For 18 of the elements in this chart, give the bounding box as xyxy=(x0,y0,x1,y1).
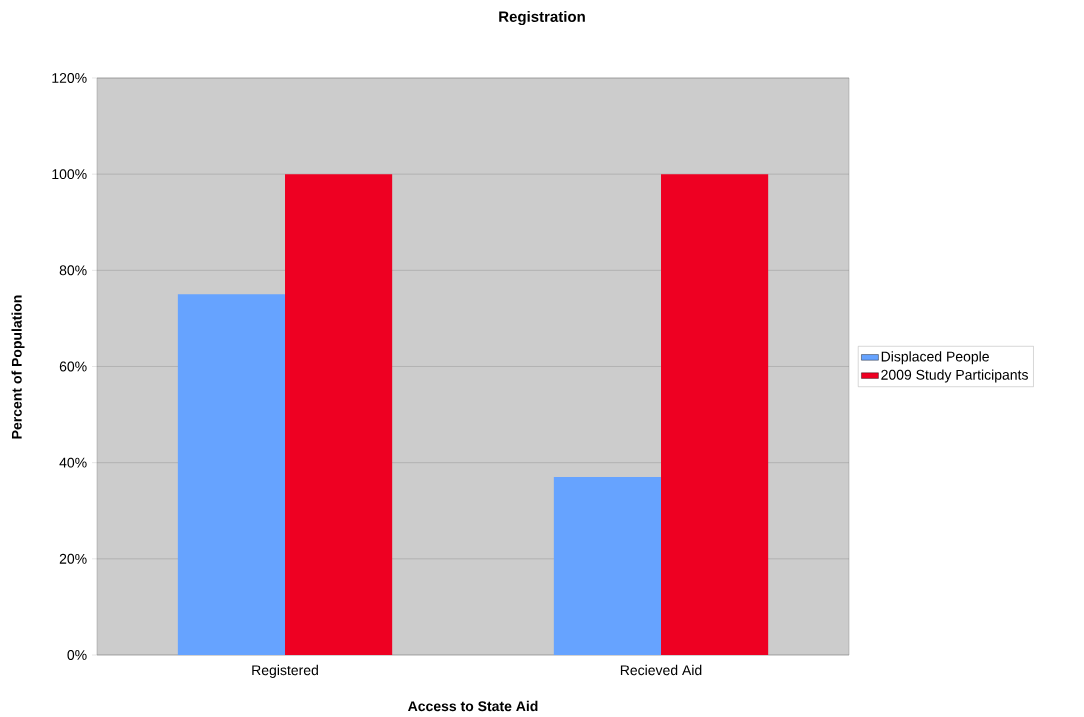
y-tick-label: 60% xyxy=(59,361,87,372)
chart-title: Registration xyxy=(499,10,585,26)
bar xyxy=(553,477,662,655)
legend-label: 2009 Study Participants xyxy=(881,369,1028,383)
x-tick-label: Recieved Aid xyxy=(620,664,702,676)
y-tick-label: 120% xyxy=(52,73,87,83)
bar xyxy=(177,294,285,655)
y-tick-label: 0% xyxy=(67,650,87,660)
legend-label: Displaced People xyxy=(881,351,989,365)
y-tick-label: 80% xyxy=(59,265,87,276)
bar xyxy=(285,174,393,655)
x-axis-title: Access to State Aid xyxy=(407,700,538,712)
y-tick-label: 100% xyxy=(52,169,87,180)
y-tick-label: 20% xyxy=(59,553,87,564)
bar xyxy=(661,174,769,655)
y-axis-title: Percent of Population xyxy=(11,295,25,439)
x-tick-label: Registered xyxy=(252,664,318,678)
y-tick-label: 40% xyxy=(59,457,87,468)
